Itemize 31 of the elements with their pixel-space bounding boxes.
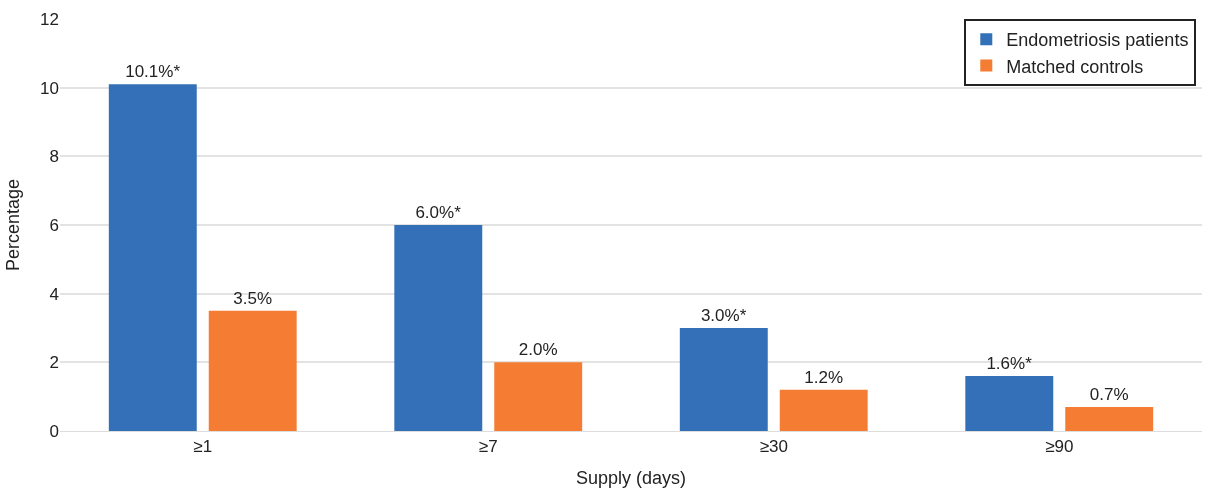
bar — [965, 376, 1054, 431]
y-tick-label: 6 — [49, 215, 59, 235]
y-tick-label: 8 — [49, 147, 59, 167]
data-label: 1.6%* — [986, 354, 1033, 374]
data-label: 10.1%* — [125, 62, 181, 82]
data-label: 3.5% — [233, 288, 273, 308]
x-tick-label: ≥30 — [759, 437, 788, 457]
x-tick-label: ≥1 — [193, 437, 213, 457]
bar — [1065, 406, 1154, 431]
y-tick-label: 4 — [49, 284, 59, 304]
bar — [779, 389, 868, 431]
x-tick-label: ≥7 — [478, 437, 498, 457]
bar — [494, 362, 583, 431]
data-label: 6.0%* — [415, 203, 462, 222]
data-label: 0.7% — [1089, 384, 1129, 404]
data-label: 1.2% — [804, 367, 844, 387]
data-label: 2.0% — [518, 340, 558, 360]
y-tick-label: 12 — [40, 9, 59, 29]
bar — [208, 310, 297, 431]
y-tick-label: 2 — [49, 353, 59, 373]
x-tick-label: ≥90 — [1045, 437, 1074, 457]
bar — [679, 328, 768, 431]
x-axis-title: Supply (days) — [575, 467, 687, 488]
bar — [108, 84, 197, 431]
y-tick-label: 0 — [49, 421, 59, 441]
bar — [394, 225, 483, 431]
y-axis-title: Percentage — [3, 178, 24, 272]
y-tick-label: 10 — [40, 78, 59, 98]
legend-label: Endometriosis patients — [1006, 30, 1189, 51]
data-label: 3.0%* — [700, 306, 747, 325]
legend-label: Matched controls — [1006, 56, 1144, 77]
